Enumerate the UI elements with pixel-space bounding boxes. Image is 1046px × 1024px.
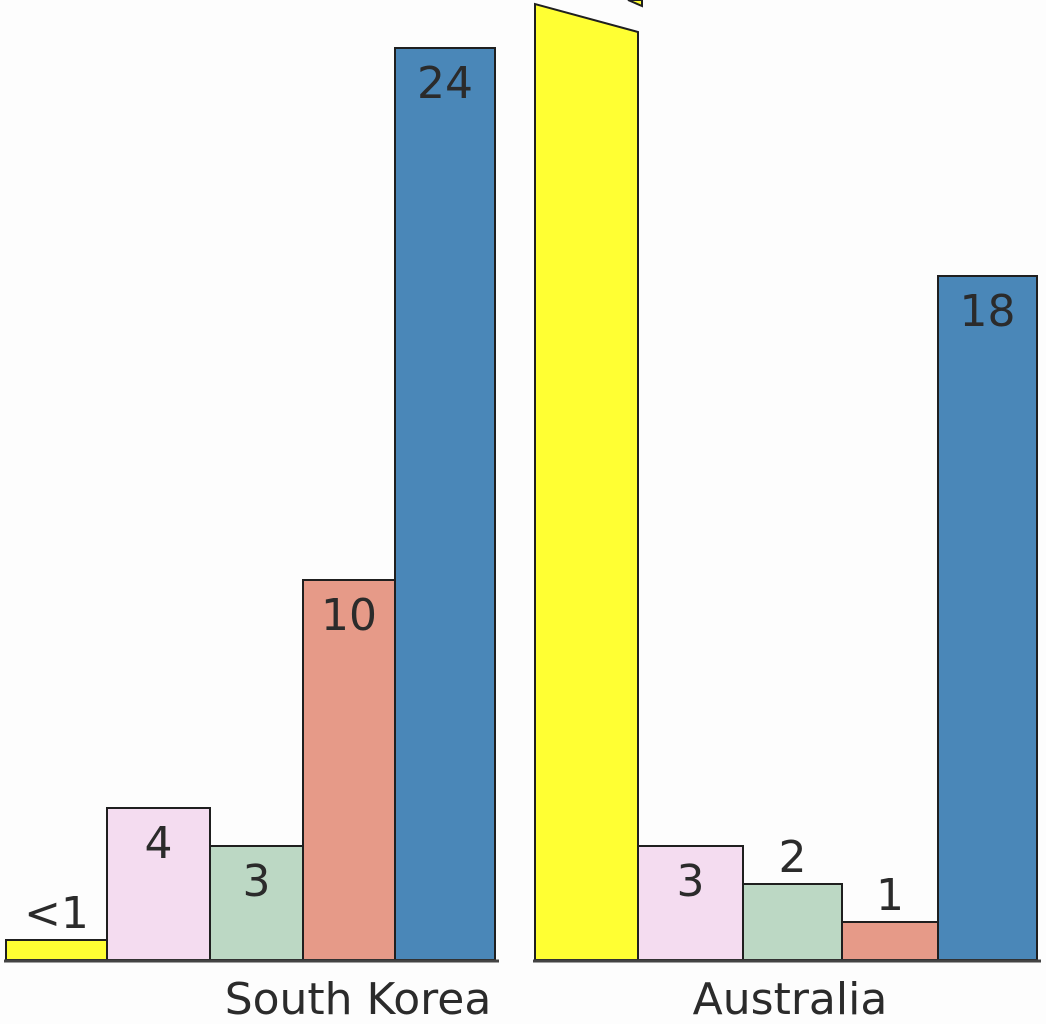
data-label-south-korea-pink: 4 xyxy=(145,818,173,869)
category-label-australia: Australia xyxy=(693,974,888,1024)
labels-layer: <1 4 3 10 24 South Korea 3 2 1 18 Australia xyxy=(24,58,1015,1024)
bar-south-korea-blue xyxy=(394,47,496,961)
data-label-south-korea-salmon: 10 xyxy=(321,590,377,641)
bar-south-korea-pink xyxy=(106,807,211,961)
category-label-south-korea: South Korea xyxy=(225,974,492,1024)
data-label-australia-green: 2 xyxy=(779,832,807,883)
bars-layer xyxy=(5,0,1038,961)
bar-south-korea-salmon xyxy=(302,579,396,961)
data-label-australia-pink: 3 xyxy=(677,856,705,907)
data-label-australia-blue: 18 xyxy=(960,286,1016,337)
bar-australia-salmon xyxy=(841,921,939,961)
bar-australia-green xyxy=(742,883,843,961)
data-label-south-korea-yellow: <1 xyxy=(24,888,89,939)
bar-south-korea-green xyxy=(209,845,304,961)
bar-australia-yellow-break-fragment xyxy=(627,0,643,8)
bar-south-korea-yellow xyxy=(5,939,108,961)
bar-australia-yellow xyxy=(534,2,639,961)
data-label-australia-salmon: 1 xyxy=(876,870,904,921)
bar-australia-blue xyxy=(937,275,1038,961)
data-label-south-korea-green: 3 xyxy=(243,856,271,907)
data-label-south-korea-blue: 24 xyxy=(417,58,473,109)
